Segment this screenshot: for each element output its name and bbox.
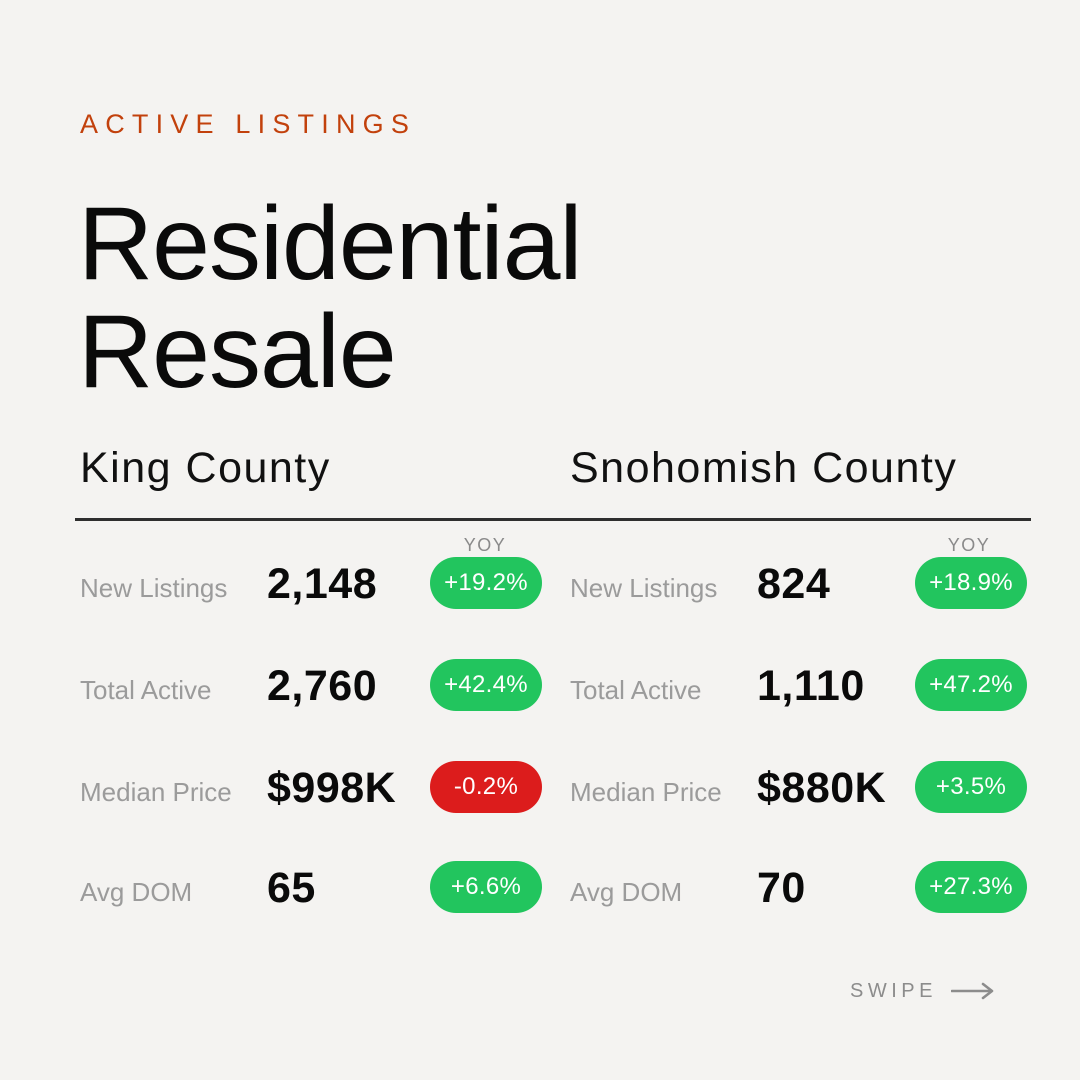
yoy-change-badge: +27.3% <box>915 861 1027 913</box>
metric-value: 2,760 <box>267 662 378 710</box>
metrics-snohomish-county: New Listings 824 +18.9% Total Active 1,1… <box>570 556 1040 936</box>
metric-value: 70 <box>757 864 806 912</box>
page-title-line-2: Resale <box>78 294 397 410</box>
yoy-change-badge: +47.2% <box>915 659 1027 711</box>
swipe-hint[interactable]: SWIPE <box>850 976 995 1006</box>
metric-row-new-listings: New Listings 824 +18.9% <box>570 556 1040 610</box>
metric-row-new-listings: New Listings 2,148 +19.2% <box>80 556 550 610</box>
yoy-column-label-king: YOY <box>463 535 507 555</box>
yoy-change-badge: +42.4% <box>430 659 542 711</box>
metric-value: 2,148 <box>267 560 378 608</box>
metric-label: Avg DOM <box>570 877 683 907</box>
yoy-change-badge: -0.2% <box>430 761 542 813</box>
metric-row-total-active: Total Active 2,760 +42.4% <box>80 658 550 712</box>
metric-label: Median Price <box>570 777 722 807</box>
metric-value: $998K <box>267 764 397 812</box>
yoy-change-badge: +18.9% <box>915 557 1027 609</box>
metric-label: New Listings <box>570 573 718 603</box>
metric-row-avg-dom: Avg DOM 65 +6.6% <box>80 860 550 914</box>
arrow-right-icon <box>950 982 994 1000</box>
county-heading-snohomish: Snohomish County <box>570 444 958 492</box>
metric-row-avg-dom: Avg DOM 70 +27.3% <box>570 860 1040 914</box>
yoy-column-label-snohomish: YOY <box>947 535 991 555</box>
metric-label: New Listings <box>80 573 228 603</box>
yoy-change-badge: +3.5% <box>915 761 1027 813</box>
metric-label: Total Active <box>80 675 212 705</box>
metric-value: $880K <box>757 764 887 812</box>
metric-row-median-price: Median Price $880K +3.5% <box>570 760 1040 814</box>
metric-label: Avg DOM <box>80 877 193 907</box>
metric-row-median-price: Median Price $998K -0.2% <box>80 760 550 814</box>
header-divider <box>75 518 1031 521</box>
metric-row-total-active: Total Active 1,110 +47.2% <box>570 658 1040 712</box>
county-heading-king: King County <box>80 444 331 492</box>
yoy-change-badge: +19.2% <box>430 557 542 609</box>
swipe-label: SWIPE <box>850 980 937 1002</box>
metric-value: 1,110 <box>757 662 865 710</box>
page-title: Residential Resale <box>78 186 583 410</box>
metrics-king-county: New Listings 2,148 +19.2% Total Active 2… <box>80 556 550 936</box>
yoy-change-badge: +6.6% <box>430 861 542 913</box>
section-eyebrow: ACTIVE LISTINGS <box>80 109 417 139</box>
metric-label: Median Price <box>80 777 232 807</box>
metric-value: 65 <box>267 864 316 912</box>
metric-label: Total Active <box>570 675 702 705</box>
metric-value: 824 <box>757 560 831 608</box>
page-title-line-1: Residential <box>78 186 583 302</box>
